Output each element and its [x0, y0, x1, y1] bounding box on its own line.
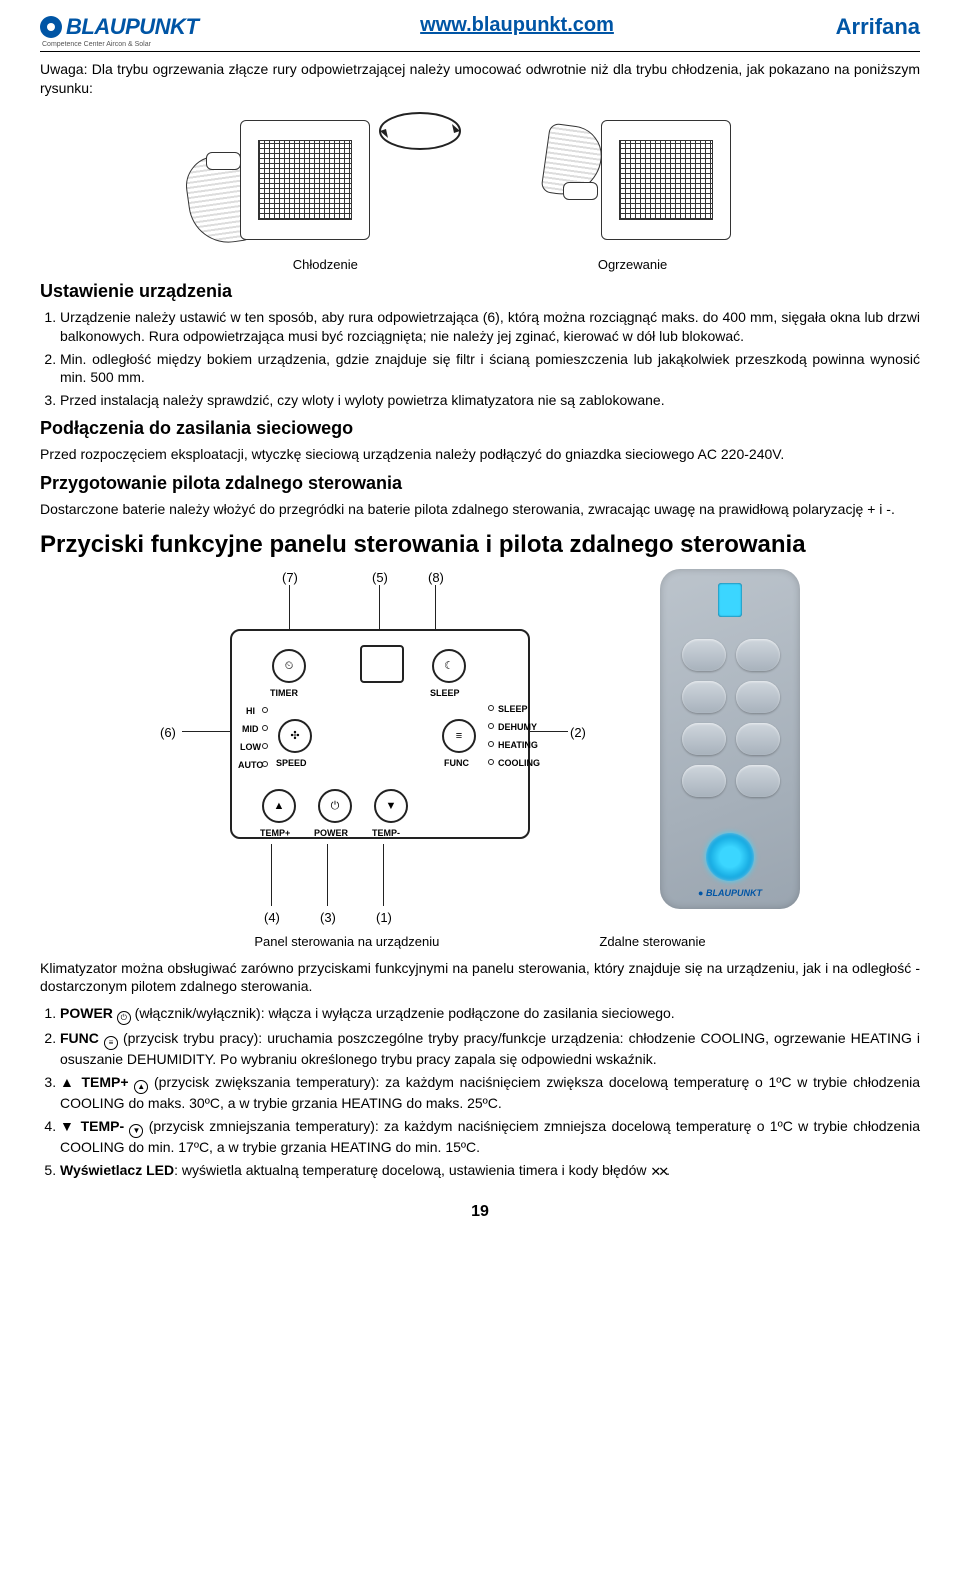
setup-list: Urządzenie należy ustawić w ten sposób, … [60, 308, 920, 410]
remote-lcd-icon [718, 583, 742, 617]
tag-3: (3) [320, 909, 336, 927]
unit-heating-icon [561, 112, 761, 252]
func-item: ▼ TEMP- ▼ (przycisk zmniejszania tempera… [60, 1117, 920, 1157]
setup-item: Min. odległość między bokiem urządzenia,… [60, 350, 920, 388]
controls-desc: Klimatyzator można obsługiwać zarówno pr… [40, 959, 920, 997]
lbl-mid: MID [242, 723, 259, 735]
func-inline-icon: ≡ [104, 1036, 118, 1050]
mode-figure [40, 112, 920, 252]
func-text: (przycisk zmniejszania temperatury): za … [60, 1118, 920, 1155]
caption-cooling: Chłodzenie [293, 256, 358, 274]
control-panel-diagram: (7) (5) (8) (6) (2) (4) (3) (1) ⏲ TIMER … [160, 569, 600, 929]
func-text: (włącznik/wyłącznik): włącza i wyłącza u… [131, 1005, 675, 1021]
lbl-tempm: TEMP- [372, 827, 400, 839]
func-name: ▲ TEMP+ [60, 1074, 129, 1090]
controls-captions: Panel sterowania na urządzeniu Zdalne st… [40, 933, 920, 951]
up-inline-icon: ▲ [134, 1080, 148, 1094]
section-setup-title: Ustawienie urządzenia [40, 279, 920, 303]
page-number: 19 [40, 1201, 920, 1223]
tag-4: (4) [264, 909, 280, 927]
setup-item: Urządzenie należy ustawić w ten sposób, … [60, 308, 920, 346]
lbl-r-heat: HEATING [498, 739, 538, 751]
brand-subtitle: Competence Center Aircon & Solar [42, 40, 198, 49]
func-text: (przycisk trybu pracy): uruchamia poszcz… [60, 1030, 920, 1067]
tag-8: (8) [428, 569, 444, 587]
func-name: ▼ TEMP- [60, 1118, 124, 1134]
remote-power-icon [706, 833, 754, 881]
lbl-sleep: SLEEP [430, 687, 460, 699]
timer-button-icon: ⏲ [272, 649, 306, 683]
page-header: BLAUPUNKT Competence Center Aircon & Sol… [40, 12, 920, 52]
func-item: POWER ⏻ (włącznik/wyłącznik): włącza i w… [60, 1004, 920, 1025]
speed-button-icon: ✣ [278, 719, 312, 753]
header-url: www.blaupunkt.com [420, 12, 614, 39]
power-text: Przed rozpoczęciem eksploatacji, wtyczkę… [40, 445, 920, 464]
logo-dot-icon [40, 16, 62, 38]
func-item: Wyświetlacz LED: wyświetla aktualną temp… [60, 1161, 920, 1181]
controls-figure: (7) (5) (8) (6) (2) (4) (3) (1) ⏲ TIMER … [40, 569, 920, 929]
func-item: FUNC ≡ (przycisk trybu pracy): uruchamia… [60, 1029, 920, 1069]
lbl-func: FUNC [444, 757, 469, 769]
tag-2: (2) [570, 724, 586, 742]
func-name: POWER [60, 1005, 113, 1021]
rotate-arrows-icon [360, 106, 480, 156]
lcd-icon [360, 645, 404, 683]
error-code-icon: ✕✕ [650, 1163, 666, 1181]
down-inline-icon: ▼ [129, 1124, 143, 1138]
tag-1: (1) [376, 909, 392, 927]
tempminus-button-icon: ▼ [374, 789, 408, 823]
remote-control-icon: ● BLAUPUNKT [660, 569, 800, 909]
control-panel-icon: ⏲ TIMER ☾ SLEEP HI MID LOW AUTO ✣ SPEED … [230, 629, 530, 839]
setup-item: Przed instalacją należy sprawdzić, czy w… [60, 391, 920, 410]
lbl-power: POWER [314, 827, 348, 839]
lbl-r-cool: COOLING [498, 757, 540, 769]
remoteprep-text: Dostarczone baterie należy włożyć do prz… [40, 500, 920, 519]
caption-panel: Panel sterowania na urządzeniu [254, 933, 439, 951]
lbl-r-sleep: SLEEP [498, 703, 528, 715]
power-inline-icon: ⏻ [117, 1011, 131, 1025]
remote-brand: ● BLAUPUNKT [660, 887, 800, 899]
tempplus-button-icon: ▲ [262, 789, 296, 823]
lbl-timer: TIMER [270, 687, 298, 699]
func-item: ▲ TEMP+ ▲ (przycisk zwiększania temperat… [60, 1073, 920, 1113]
lbl-speed: SPEED [276, 757, 307, 769]
lbl-auto: AUTO [238, 759, 263, 771]
func-text: (przycisk zwiększania temperatury): za k… [60, 1074, 920, 1111]
brand-block: BLAUPUNKT Competence Center Aircon & Sol… [40, 12, 198, 49]
lbl-tempp: TEMP+ [260, 827, 290, 839]
caption-heating: Ogrzewanie [598, 256, 667, 274]
mode-captions: Chłodzenie Ogrzewanie [40, 256, 920, 274]
tag-7: (7) [282, 569, 298, 587]
section-buttons-title: Przyciski funkcyjne panelu sterowania i … [40, 529, 920, 561]
tag-5: (5) [372, 569, 388, 587]
lbl-low: LOW [240, 741, 261, 753]
func-text: : wyświetla aktualną temperaturę docelow… [174, 1162, 650, 1178]
functions-list: POWER ⏻ (włącznik/wyłącznik): włącza i w… [60, 1004, 920, 1180]
caption-remote: Zdalne sterowanie [599, 933, 705, 951]
tag-6: (6) [160, 724, 176, 742]
func-name: FUNC [60, 1030, 99, 1046]
lbl-r-dehum: DEHUMY [498, 721, 537, 733]
power-button-icon: ⏻ [318, 789, 352, 823]
intro-note: Uwaga: Dla trybu ogrzewania złącze rury … [40, 60, 920, 98]
sleep-button-icon: ☾ [432, 649, 466, 683]
func-name: Wyświetlacz LED [60, 1162, 174, 1178]
header-model: Arrifana [836, 12, 920, 42]
func-button-icon: ≡ [442, 719, 476, 753]
lbl-hi: HI [246, 705, 255, 717]
brand-logo: BLAUPUNKT [40, 12, 198, 42]
brand-name: BLAUPUNKT [66, 12, 198, 42]
section-power-title: Podłączenia do zasilania sieciowego [40, 416, 920, 440]
section-remoteprep-title: Przygotowanie pilota zdalnego sterowania [40, 471, 920, 495]
